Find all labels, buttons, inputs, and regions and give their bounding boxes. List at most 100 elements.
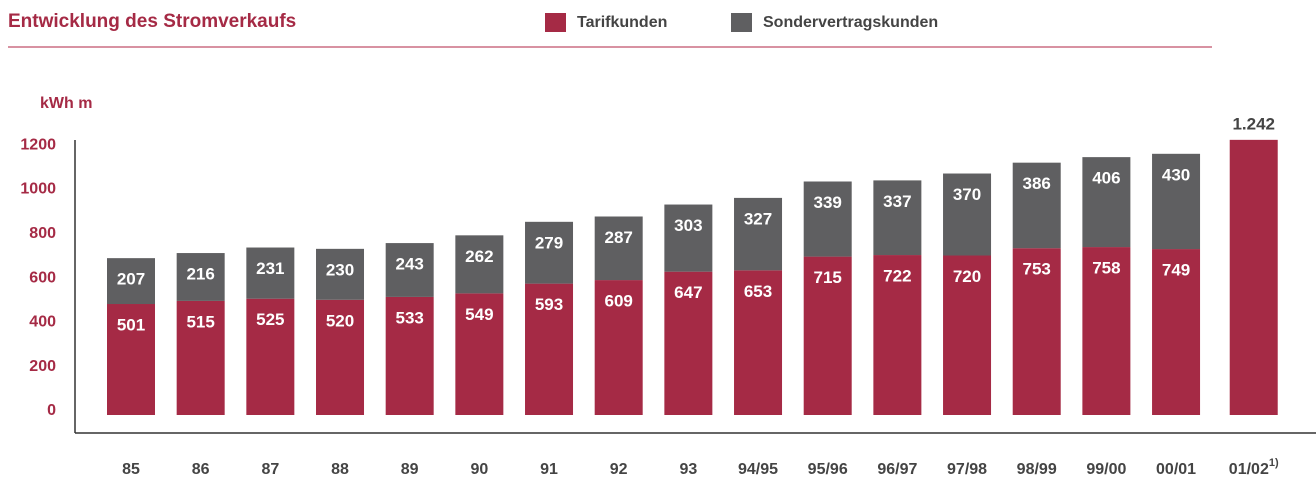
bar-segment [525,221,574,284]
bar-segment [734,197,783,271]
bar-segment [385,243,434,297]
bar-segment [1152,153,1201,250]
bar-segment [1012,162,1061,249]
bar-segment [943,173,992,256]
value-label: 720 [953,267,981,286]
y-axis-label: kWh m [40,95,92,112]
x-tick-label: 92 [610,461,628,478]
bar-segment [594,280,643,415]
value-label: 406 [1092,169,1120,188]
x-tick-label: 90 [470,461,488,478]
value-label: 430 [1162,165,1190,184]
x-tick-text: 01/02 [1229,461,1269,478]
bar-segment [525,283,574,415]
x-tick-text: 93 [679,461,697,478]
x-tick-label: 95/96 [808,461,848,478]
x-tick-text: 91 [540,461,558,478]
bar-segment [803,256,852,415]
x-tick-text: 89 [401,461,419,478]
value-label: 549 [465,305,493,324]
x-tick-text: 85 [122,461,140,478]
bar-segment [176,253,225,301]
x-tick-text: 95/96 [808,461,848,478]
y-tick-label: 200 [29,358,56,375]
value-label: 653 [744,282,772,301]
value-label: 287 [605,228,633,247]
value-label: 216 [186,265,214,284]
footnote-marker: 1) [1269,457,1279,469]
bar-segment [803,181,852,257]
value-label: 303 [674,216,702,235]
x-tick-label: 88 [331,461,349,478]
value-label: 1.242 [1232,114,1275,133]
x-tick-text: 90 [470,461,488,478]
bar-segment [107,304,155,415]
bar-segment [246,247,295,299]
bar-segment [943,255,992,415]
bar-segment [246,298,295,415]
x-tick-label: 98/99 [1017,461,1057,478]
x-tick-label: 97/98 [947,461,987,478]
bar-segment [455,293,504,415]
bar-segment [1082,247,1131,415]
bar-segment [316,299,365,415]
x-tick-text: 88 [331,461,349,478]
value-label: 533 [395,308,423,327]
x-tick-label: 87 [261,461,279,478]
bar-segment [734,270,783,415]
value-label: 525 [256,310,284,329]
x-tick-label: 00/01 [1156,461,1196,478]
value-label: 386 [1023,174,1051,193]
bar-segment [1012,248,1061,415]
bar-segment [316,248,365,300]
value-label: 749 [1162,261,1190,280]
value-label: 515 [186,312,214,331]
bar-segment [107,258,155,305]
value-label: 593 [535,295,563,314]
value-label: 370 [953,185,981,204]
value-label: 231 [256,259,284,278]
x-tick-label: 99/00 [1086,461,1126,478]
value-label: 339 [814,193,842,212]
bar-segment [873,180,922,256]
y-tick-label: 800 [29,225,56,242]
bar-segment [385,296,434,415]
value-label: 279 [535,233,563,252]
value-label: 722 [883,267,911,286]
x-tick-text: 94/95 [738,461,778,478]
value-label: 501 [117,315,145,334]
y-tick-label: 600 [29,269,56,286]
value-label: 715 [814,268,842,287]
y-tick-label: 400 [29,314,56,331]
value-label: 207 [117,270,145,289]
value-label: 262 [465,247,493,266]
bar-segment [664,204,713,272]
value-label: 327 [744,209,772,228]
value-label: 647 [674,283,702,302]
legend-label: Tarifkunden [577,14,667,31]
y-tick-label: 1200 [20,136,56,153]
bar-segment [1229,139,1278,415]
x-tick-text: 98/99 [1017,461,1057,478]
x-tick-label: 94/95 [738,461,778,478]
bar-segment [873,255,922,415]
x-tick-text: 92 [610,461,628,478]
y-tick-label: 0 [47,402,56,419]
value-label: 520 [326,311,354,330]
value-label: 758 [1092,259,1120,278]
x-tick-text: 96/97 [877,461,917,478]
x-tick-text: 86 [192,461,210,478]
x-tick-text: 99/00 [1086,461,1126,478]
legend-label: Sondervertragskunden [763,14,938,31]
y-tick-label: 1000 [20,181,56,198]
x-tick-label: 86 [192,461,210,478]
value-label: 609 [605,292,633,311]
x-tick-label: 96/97 [877,461,917,478]
legend-swatch [545,13,566,32]
bar-segment [455,235,504,294]
x-tick-label: 89 [401,461,419,478]
chart-title: Entwicklung des Stromverkaufs [8,11,296,32]
value-label: 337 [883,192,911,211]
x-tick-text: 97/98 [947,461,987,478]
